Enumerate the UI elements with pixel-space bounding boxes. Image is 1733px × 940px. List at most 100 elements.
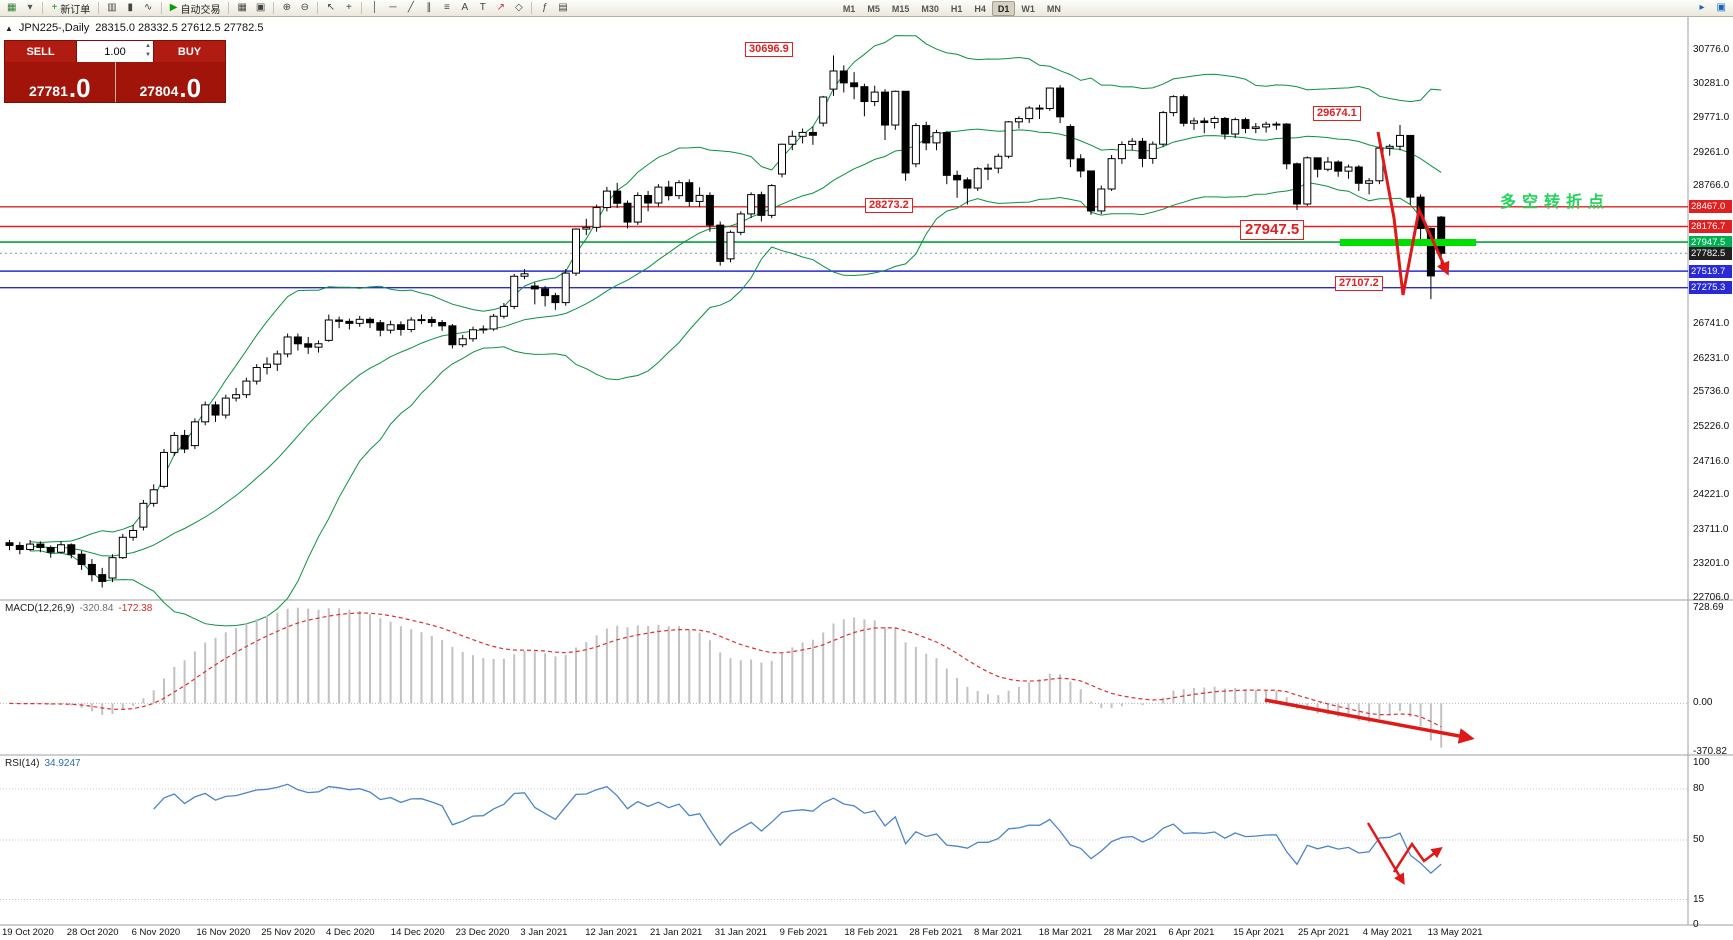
candles [5,55,1446,588]
price-label-key-level[interactable]: 27947.5 [1240,220,1305,240]
chart-shift-icon[interactable]: ▸ [1699,2,1705,13]
toolbar-separator [273,2,275,14]
cursor-icon[interactable]: ↖ [326,2,336,13]
turning-point-label[interactable]: 多空转折点 [1500,194,1611,211]
chart-ohlc-values: 28315.0 28332.5 27612.5 27782.5 [95,22,264,34]
toolbar-separator [42,2,44,14]
order-group: + 新订单 [47,1,94,16]
toolbar-separator [228,2,230,14]
shapes-icon[interactable]: ◇ [515,2,523,13]
horizontal-line-icon[interactable]: ─ [389,2,397,13]
sell-button[interactable]: SELL [26,45,55,58]
tile-windows-icon[interactable]: ▦ [237,2,247,13]
volume-value: 1.00 [104,45,126,58]
price-label-swing-high[interactable]: 30696.9 [745,42,793,57]
crosshair-icon[interactable]: + [345,2,352,13]
new-chart-icon[interactable]: ▦ [7,2,17,13]
panel-separators [0,17,1733,926]
text-icon[interactable]: A [461,2,469,13]
cursor-group: ↖ + [322,1,357,16]
price-drop-zigzag-arrow[interactable] [1376,131,1450,296]
bollinger-bands [30,35,1442,627]
timeframe-m1[interactable]: M1 [842,3,856,14]
toolbar-separator [160,2,162,14]
macd-indicator-label: MACD(12,26,9) -320.84 -172.38 [5,603,152,614]
zoom-in-icon[interactable]: ⊕ [282,2,292,13]
buy-button[interactable]: BUY [177,45,202,58]
trade-prices-row: 27781 .0 27804 .0 [5,62,225,102]
auto-scroll-icon[interactable]: ▣ [1716,2,1726,13]
rsi-name: RSI(14) [5,758,40,769]
window-group: ▦ ▣ [233,1,269,16]
line-chart-icon[interactable]: ∿ [144,2,153,13]
volume-decrease-button[interactable]: ▼ [145,52,151,58]
toolbar-separator [361,2,363,14]
support-zone-bar[interactable] [1340,239,1476,246]
toolbar-separator [531,2,533,14]
volume-spinner: ▲ ▼ [145,42,151,60]
timeframe-m5[interactable]: M5 [867,3,880,14]
macd-signal-value: -172.38 [118,603,153,614]
volume-increase-button[interactable]: ▲ [145,43,151,49]
rsi-value: 34.9247 [44,758,81,769]
timeframe-w1[interactable]: W1 [1021,3,1035,14]
toolbar: ▦ ▾ + 新订单 ▥ ▮ ∿ ▶ 自动交易 ▦ ▣ ⊕ ⊖ ↖ + │ ─ ╱ ∥ ≡ A T ↗ ◇ ƒ ▤ M1 M5 M15 M3… [0,0,1733,17]
timeframe-m30[interactable]: M30 [921,3,939,14]
chart-symbol-title: JPN225-,Daily [18,22,90,34]
macd-main-value: -320.84 [79,603,114,614]
macd-signal-line [9,612,1442,728]
trendline-icon[interactable]: ╱ [407,2,414,13]
price-label-resistance[interactable]: 28273.2 [865,198,913,213]
timeframe-d1[interactable]: D1 [991,0,1016,16]
chart-profiles-icon[interactable]: ▾ [27,2,33,13]
autotrade-group: ▶ 自动交易 [166,1,225,16]
one-click-trading-panel: SELL 1.00 ▲ ▼ BUY 27781 .0 27804 .0 [4,40,226,103]
timeframe-h1[interactable]: H1 [950,3,963,14]
price-label-swing-low[interactable]: 27107.2 [1335,276,1383,291]
trade-buttons-row: SELL 1.00 ▲ ▼ BUY [5,41,225,62]
arrow-tool-icon[interactable]: ↗ [496,2,506,13]
buy-price-main: 27804 [139,82,179,99]
rsi-line [153,783,1442,874]
fibonacci-icon[interactable]: ≡ [443,2,450,13]
rsi-indicator-label: RSI(14) 34.9247 [5,758,81,769]
bar-chart-icon[interactable]: ▥ [107,2,117,13]
autotrade-button[interactable]: ▶ 自动交易 [169,2,221,16]
cascade-windows-icon[interactable]: ▣ [255,2,266,13]
sell-price-main: 27781 [28,82,68,99]
sell-price-big-digit: .0 [68,72,91,103]
buy-price-button[interactable]: 27804 .0 [114,62,226,103]
timeframe-mn[interactable]: MN [1046,3,1061,14]
label-icon[interactable]: T [479,2,486,13]
macd-histogram [18,607,1443,748]
rsi-drop-arrow[interactable] [1366,822,1405,885]
vertical-line-icon[interactable]: │ [371,2,378,13]
sell-price-button[interactable]: 27781 .0 [5,62,115,102]
expand-marker-icon[interactable]: ▲ [5,24,13,33]
channel-icon[interactable]: ∥ [426,2,432,13]
chart-file-group: ▦ ▾ [3,1,38,16]
candlestick-chart-icon[interactable]: ▮ [127,2,133,13]
indicator-group: ƒ ▤ [536,1,571,16]
chart-type-group: ▥ ▮ ∿ [103,1,156,16]
chart-header: ▲ JPN225-,Daily 28315.0 28332.5 27612.5 … [5,22,263,34]
toolbar-separator [317,2,319,14]
draw-group: │ ─ ╱ ∥ ≡ A T ↗ ◇ [366,1,527,16]
indicators-icon[interactable]: ƒ [542,2,548,13]
template-icon[interactable]: ▤ [558,2,568,13]
zoom-group: ⊕ ⊖ [278,1,313,16]
volume-input[interactable]: 1.00 ▲ ▼ [76,41,154,62]
zoom-out-icon[interactable]: ⊖ [300,2,310,13]
timeframe-toolbar: M1 M5 M15 M30 H1 H4 D1 W1 MN [837,0,1067,16]
timeframe-m15[interactable]: M15 [891,3,910,14]
timeframe-h4[interactable]: H4 [974,3,986,14]
price-label-recent-high[interactable]: 29674.1 [1313,106,1361,121]
buy-price-big-digit: .0 [179,72,202,103]
new-order-button[interactable]: + 新订单 [51,2,91,16]
toolbar-right-group: ▸ ▣ [1694,1,1730,16]
macd-downtrend-arrow[interactable] [1264,698,1475,744]
rsi-zigzag-arrow[interactable] [1392,841,1443,873]
macd-name: MACD(12,26,9) [5,603,75,614]
